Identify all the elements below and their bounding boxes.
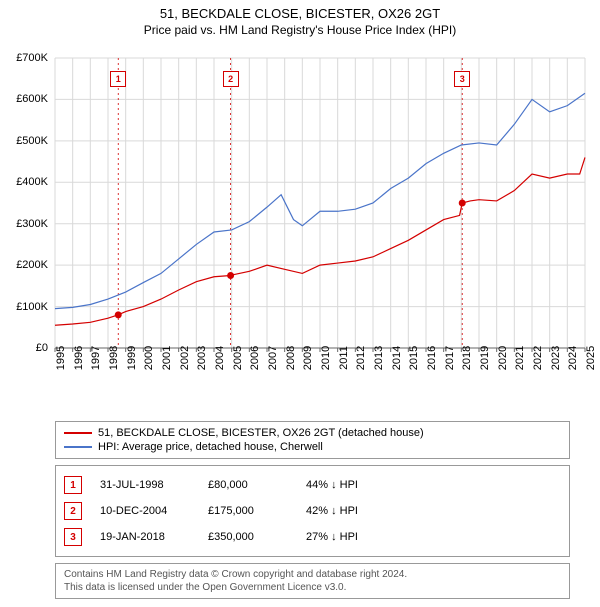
x-axis-tick-label: 1996 [73, 346, 85, 370]
y-axis-tick-label: £0 [36, 342, 48, 354]
chart-title: 51, BECKDALE CLOSE, BICESTER, OX26 2GT [0, 6, 600, 21]
footer-attribution: Contains HM Land Registry data © Crown c… [55, 563, 570, 599]
y-axis-tick-label: £200K [16, 259, 48, 271]
chart-plot-area: £0 £100K £200K £300K £400K £500K £600K £700K 199… [0, 43, 600, 413]
x-axis-tick-label: 2012 [355, 346, 367, 370]
y-axis-tick-label: £400K [16, 176, 48, 188]
legend-color-swatch [64, 446, 92, 448]
legend-item: 51, BECKDALE CLOSE, BICESTER, OX26 2GT (… [64, 426, 561, 440]
x-axis-tick-label: 2006 [249, 346, 261, 370]
legend-item: HPI: Average price, detached house, Cher… [64, 440, 561, 454]
transaction-date: 19-JAN-2018 [100, 531, 190, 543]
y-axis-tick-label: £500K [16, 135, 48, 147]
event-marker-3: 3 [454, 71, 470, 87]
transaction-row: 1 31-JUL-1998 £80,000 44% ↓ HPI [64, 472, 561, 498]
x-axis-tick-label: 2003 [196, 346, 208, 370]
x-axis-tick-label: 2020 [497, 346, 509, 370]
x-axis-tick-label: 2015 [408, 346, 420, 370]
x-axis-tick-label: 2013 [373, 346, 385, 370]
transactions-table: 1 31-JUL-1998 £80,000 44% ↓ HPI 2 10-DEC-2004… [55, 465, 570, 557]
x-axis-tick-label: 2018 [461, 346, 473, 370]
x-axis-tick-label: 2025 [585, 346, 597, 370]
x-axis-tick-label: 2008 [285, 346, 297, 370]
transaction-price: £175,000 [208, 505, 288, 517]
transaction-marker: 1 [64, 476, 82, 494]
transaction-pct: 42% ↓ HPI [306, 505, 406, 517]
x-axis-tick-label: 2009 [302, 346, 314, 370]
x-axis-tick-label: 2005 [232, 346, 244, 370]
legend-color-swatch [64, 432, 92, 434]
x-axis-tick-label: 1998 [108, 346, 120, 370]
x-axis-tick-label: 1995 [55, 346, 67, 370]
x-axis-tick-label: 2011 [338, 346, 350, 370]
chart-subtitle: Price paid vs. HM Land Registry's House … [0, 23, 600, 37]
x-axis-tick-label: 2002 [179, 346, 191, 370]
x-axis-tick-label: 2023 [550, 346, 562, 370]
transaction-marker: 2 [64, 502, 82, 520]
x-axis-tick-label: 2014 [391, 346, 403, 370]
x-axis-tick-label: 2016 [426, 346, 438, 370]
x-axis-tick-label: 1999 [126, 346, 138, 370]
x-axis-tick-label: 2021 [514, 346, 526, 370]
y-axis-tick-label: £600K [16, 93, 48, 105]
footer-line-1: Contains HM Land Registry data © Crown c… [64, 568, 561, 581]
x-axis-tick-label: 2024 [567, 346, 579, 370]
legend: 51, BECKDALE CLOSE, BICESTER, OX26 2GT (… [55, 421, 570, 459]
transaction-row: 3 19-JAN-2018 £350,000 27% ↓ HPI [64, 524, 561, 550]
y-axis-tick-label: £100K [16, 301, 48, 313]
event-marker-2: 2 [223, 71, 239, 87]
legend-label: 51, BECKDALE CLOSE, BICESTER, OX26 2GT (… [98, 427, 424, 439]
x-axis-tick-label: 1997 [90, 346, 102, 370]
chart-container: 51, BECKDALE CLOSE, BICESTER, OX26 2GT P… [0, 6, 600, 599]
transaction-pct: 27% ↓ HPI [306, 531, 406, 543]
x-axis-tick-label: 2022 [532, 346, 544, 370]
transaction-row: 2 10-DEC-2004 £175,000 42% ↓ HPI [64, 498, 561, 524]
transaction-date: 31-JUL-1998 [100, 479, 190, 491]
x-axis-tick-label: 2019 [479, 346, 491, 370]
legend-label: HPI: Average price, detached house, Cher… [98, 441, 323, 453]
y-axis-tick-label: £300K [16, 218, 48, 230]
x-axis-tick-label: 2010 [320, 346, 332, 370]
transaction-marker: 3 [64, 528, 82, 546]
x-axis-tick-label: 2000 [143, 346, 155, 370]
x-axis-tick-label: 2007 [267, 346, 279, 370]
footer-line-2: This data is licensed under the Open Gov… [64, 581, 561, 594]
transaction-pct: 44% ↓ HPI [306, 479, 406, 491]
x-axis-tick-label: 2004 [214, 346, 226, 370]
transaction-price: £350,000 [208, 531, 288, 543]
transaction-date: 10-DEC-2004 [100, 505, 190, 517]
event-marker-1: 1 [110, 71, 126, 87]
x-axis-tick-label: 2001 [161, 346, 173, 370]
x-axis-tick-label: 2017 [444, 346, 456, 370]
transaction-price: £80,000 [208, 479, 288, 491]
y-axis-tick-label: £700K [16, 52, 48, 64]
